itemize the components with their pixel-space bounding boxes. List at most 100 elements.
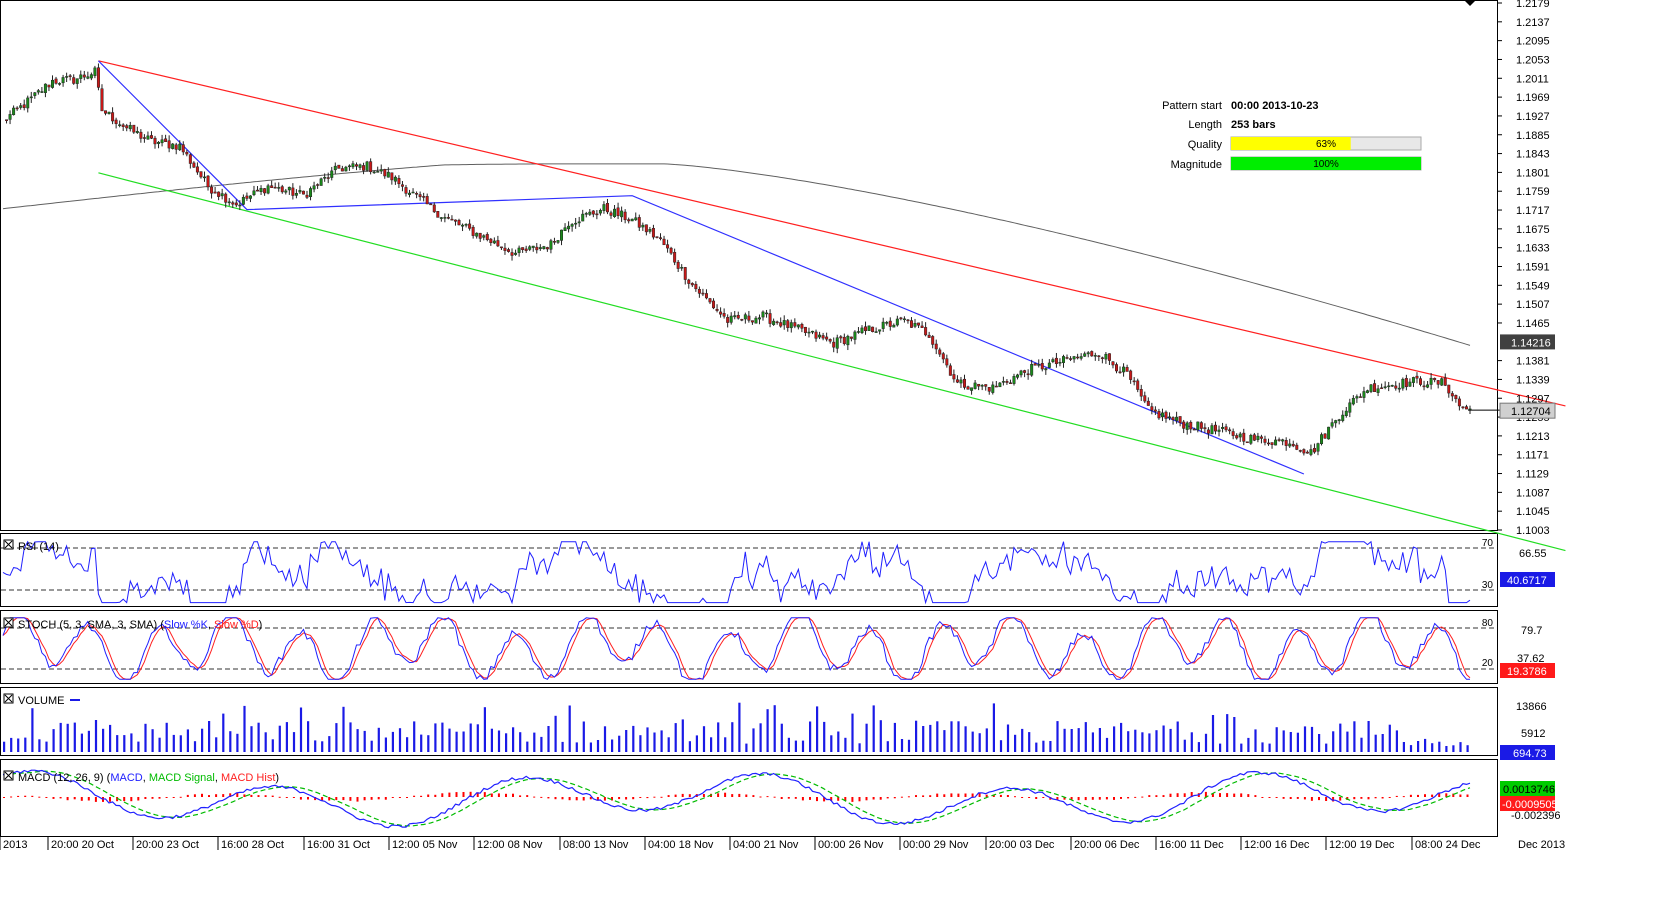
volume-bar	[151, 729, 154, 752]
volume-bar	[731, 722, 734, 752]
candle	[970, 387, 974, 395]
price-tick-label: 1.1465	[1516, 318, 1550, 330]
volume-bar	[186, 729, 189, 752]
macd-hist-bar	[1318, 797, 1320, 801]
candle	[1426, 381, 1430, 389]
macd-hist-bar	[1176, 793, 1179, 797]
macd-hist-bar	[356, 797, 359, 802]
stoch-slow-k-line	[2, 617, 1470, 680]
macd-hist-bar	[130, 797, 133, 802]
candle	[740, 318, 744, 322]
candle	[266, 183, 270, 195]
macd-hist-bar	[1127, 797, 1130, 799]
volume-bar	[1063, 728, 1066, 752]
candle	[1443, 373, 1447, 387]
candle	[203, 171, 206, 182]
candle	[627, 217, 631, 224]
candle	[659, 233, 662, 241]
macd-hist-bar	[589, 797, 592, 800]
candle	[878, 329, 882, 335]
candle	[135, 126, 139, 134]
candle	[248, 195, 252, 203]
candle	[111, 107, 115, 125]
candle	[676, 259, 680, 273]
candle	[644, 224, 648, 236]
price-tick-label: 1.1297	[1516, 393, 1550, 405]
macd-hist-bar	[582, 797, 585, 801]
macd-hist-bar	[1028, 797, 1031, 798]
candle	[15, 106, 19, 111]
candle	[1111, 361, 1115, 369]
candle	[1182, 419, 1186, 434]
candle	[796, 324, 800, 330]
candle	[231, 200, 235, 208]
candle	[503, 243, 507, 255]
price-tick-label: 1.2137	[1516, 17, 1550, 29]
volume-bar	[1247, 737, 1250, 752]
rsi-panel	[0, 533, 1498, 607]
volume-bar	[1431, 743, 1434, 752]
price-tick-label: 1.1549	[1516, 280, 1550, 292]
candle	[436, 211, 440, 218]
macd-indicator: MACD (12, 26, 9) (MACD, MACD Signal, MAC…	[2, 769, 1561, 829]
volume-bar	[384, 737, 387, 752]
volume-bar	[1190, 732, 1193, 752]
volume-bar	[1303, 726, 1307, 752]
candle	[362, 162, 366, 175]
volume-bar	[943, 730, 946, 752]
macd-hist-bar	[794, 797, 797, 799]
volume-bar	[462, 731, 465, 752]
price-tick-label: 1.1969	[1516, 92, 1550, 104]
candle	[825, 332, 829, 342]
volume-bar	[978, 733, 981, 752]
volume-bar	[1183, 739, 1186, 752]
candle	[941, 351, 945, 364]
candle	[1422, 380, 1426, 391]
candle	[181, 141, 185, 156]
volume-bar	[886, 741, 889, 752]
volume-bar	[1042, 740, 1045, 752]
candle	[482, 234, 486, 241]
macd-hist-bar	[398, 797, 401, 798]
candle	[842, 333, 846, 346]
volume-bar	[59, 722, 62, 752]
volume-panel	[0, 687, 1498, 756]
scroll-marker-icon[interactable]	[1464, 0, 1476, 6]
volume-bar	[38, 739, 41, 752]
macd-hist-bar	[264, 795, 267, 797]
candle	[1224, 423, 1228, 433]
macd-hist-bar	[462, 792, 465, 797]
time-tick-label: 16:00 28 Oct	[221, 839, 284, 851]
macd-hist-bar	[186, 794, 189, 797]
candle	[153, 135, 157, 149]
ma-price-box	[1500, 334, 1555, 350]
volume-bar	[1014, 734, 1017, 752]
candle	[1394, 381, 1398, 391]
macd-hist-bar	[1275, 797, 1278, 798]
candle	[492, 237, 496, 245]
volume-bar	[1360, 737, 1363, 752]
macd-hist-bar	[752, 795, 755, 797]
candle	[1291, 440, 1295, 448]
macd-hist-bar	[1381, 797, 1384, 799]
volume-bar	[724, 737, 727, 752]
stoch-indicator: STOCH (5, 3, SMA, 3, SMA) (Slow %K, Slow…	[1, 617, 1555, 680]
stoch-level-20-label: 20	[1482, 658, 1494, 669]
candle	[61, 74, 65, 87]
volume-bar	[526, 741, 529, 752]
macd-hist-bar	[257, 795, 260, 797]
macd-hist-bar	[144, 797, 147, 799]
macd-hist-bar	[1226, 793, 1229, 797]
current-price-box	[1499, 402, 1556, 419]
macd-hist-bar	[434, 794, 437, 797]
candle	[245, 192, 249, 201]
volume-bar	[950, 721, 953, 752]
candle	[58, 82, 62, 86]
candle	[1358, 393, 1362, 398]
candle	[26, 95, 30, 113]
macd-hist-bar	[222, 794, 225, 797]
candle	[418, 191, 422, 201]
time-axis: 2013 20:00 20 Oct 20:00 23 Oct 16:00 28 Oct…	[0, 837, 1565, 851]
resistance-line	[98, 60, 1566, 407]
macd-hist-bar	[1056, 797, 1059, 800]
